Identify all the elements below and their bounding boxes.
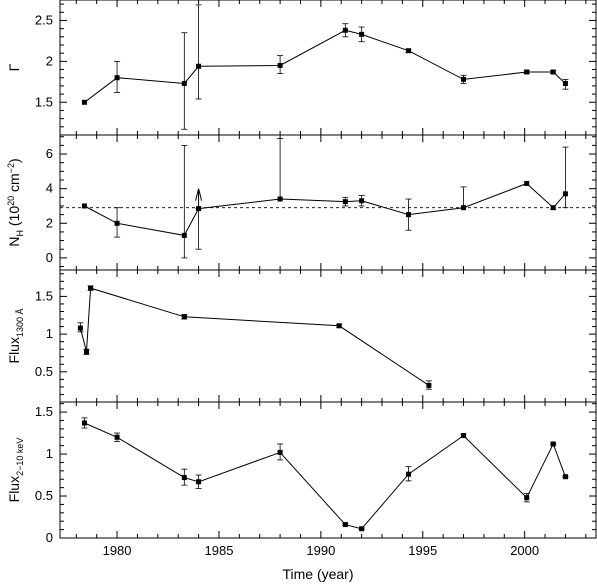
data-point: [181, 475, 187, 481]
data-point: [359, 526, 365, 532]
y-axis-title-main: N: [6, 237, 22, 247]
x-tick-label: 1980: [103, 543, 132, 558]
y-axis-title-sub: 2−10 keV: [15, 438, 25, 476]
series-line: [84, 182, 566, 236]
data-point: [114, 75, 120, 81]
y-tick-label: 1: [46, 446, 53, 461]
panel-2: 0 2 4 6 NH (1020 cm−2): [6, 134, 597, 271]
y-axis-title-sub: H: [15, 230, 25, 237]
data-point: [342, 199, 348, 205]
y-axis-title-main: Flux: [6, 337, 22, 363]
data-point: [196, 63, 202, 69]
data-point: [181, 232, 187, 238]
series-line: [84, 29, 566, 103]
panel-frame: [59, 134, 597, 271]
y-axis-title-main: Γ: [6, 63, 22, 71]
data-point: [562, 80, 568, 86]
y-tick-label: 1.5: [35, 94, 53, 109]
data-point: [181, 314, 187, 320]
panel-frame: [59, 401, 597, 539]
x-axis-title: Time (year): [282, 566, 353, 582]
y-axis-title-rest: (10: [6, 206, 22, 230]
y-tick-label: 4: [46, 181, 53, 196]
data-point: [114, 220, 120, 226]
y-axis-title: NH (1020 cm−2): [6, 158, 25, 246]
y-axis-title-unit: cm: [6, 173, 22, 196]
data-point: [426, 382, 432, 388]
series-line: [79, 287, 430, 386]
y-axis-title-main: Flux: [6, 476, 22, 502]
y-tick-label: 6: [46, 146, 53, 161]
y-tick-label: 0: [46, 530, 53, 545]
x-tick-label: 1990: [306, 543, 335, 558]
y-tick-label: 2.5: [35, 12, 53, 27]
panel-4: 0 0.5 1 1.5 Flux2−10 keV: [6, 401, 597, 545]
data-point: [550, 69, 556, 75]
y-tick-label: 2: [46, 215, 53, 230]
data-point: [88, 285, 94, 291]
data-point: [359, 198, 365, 204]
x-tick-label: 1985: [205, 543, 234, 558]
data-point: [524, 180, 530, 186]
data-point: [77, 325, 83, 331]
data-point: [406, 48, 412, 54]
data-point: [277, 449, 283, 455]
x-tick-label: 2000: [510, 543, 539, 558]
data-point: [81, 99, 87, 105]
y-axis-title-unit-sup: −2: [6, 163, 16, 173]
data-point: [83, 348, 89, 354]
y-axis-title: Γ: [6, 63, 22, 71]
panel-frame: [59, 269, 597, 403]
data-point: [196, 479, 202, 485]
x-tick-label: 1995: [408, 543, 437, 558]
data-point: [550, 441, 556, 447]
panel-1: 1.5 2 2.5 Γ: [6, 0, 597, 136]
y-axis-title-close: ): [6, 158, 22, 163]
data-point: [336, 323, 342, 329]
y-tick-label: 1.5: [35, 404, 53, 419]
data-point: [406, 471, 412, 477]
upper-limit-arrow-head: [195, 188, 203, 201]
data-point: [562, 191, 568, 197]
data-point: [461, 76, 467, 82]
y-axis-title: Flux2−10 keV: [6, 438, 25, 503]
data-point: [562, 474, 568, 480]
data-point: [461, 433, 467, 439]
data-point: [81, 203, 87, 209]
panel-3: 0.5 1 1.5 Flux1300 Å: [6, 269, 597, 403]
data-point: [277, 62, 283, 68]
series-line: [84, 422, 566, 530]
data-point: [342, 27, 348, 33]
data-point: [181, 80, 187, 86]
data-point: [524, 69, 530, 75]
y-tick-label: 0: [46, 250, 53, 265]
data-point: [114, 434, 120, 440]
y-tick-label: 0.5: [35, 364, 53, 379]
data-point: [277, 196, 283, 202]
data-point: [81, 420, 87, 426]
data-point: [550, 205, 556, 211]
y-tick-label: 0.5: [35, 488, 53, 503]
panel-frame: [59, 0, 597, 136]
data-point: [359, 31, 365, 37]
y-tick-label: 1.5: [35, 288, 53, 303]
y-tick-label: 2: [46, 53, 53, 68]
data-point: [461, 205, 467, 211]
y-tick-label: 1: [46, 326, 53, 341]
data-point: [406, 212, 412, 218]
y-axis-title-sub: 1300 Å: [15, 309, 25, 338]
y-axis-title-sup: 20: [6, 196, 16, 206]
data-point: [524, 495, 530, 501]
data-point: [342, 522, 348, 528]
y-axis-title: Flux1300 Å: [6, 309, 25, 364]
